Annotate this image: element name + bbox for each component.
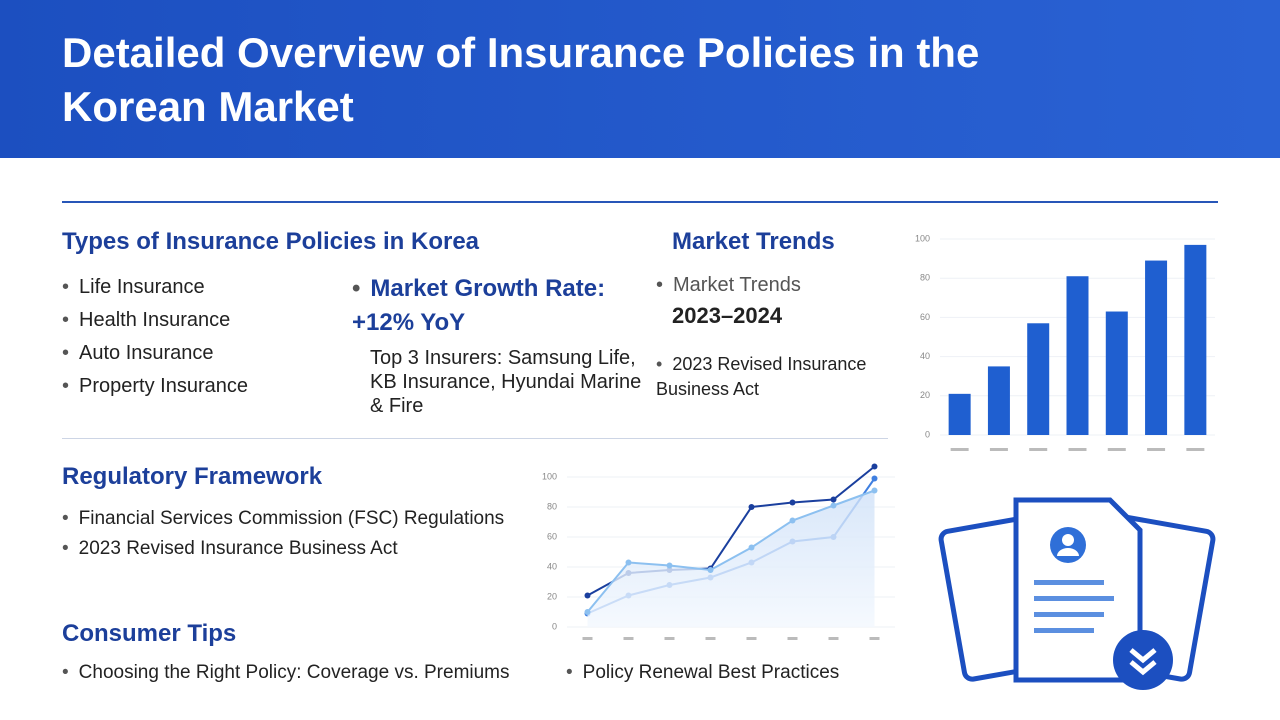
x-tick-placeholder [828, 637, 839, 640]
section-heading: Market Trends [672, 228, 835, 255]
y-tick-label: 40 [547, 561, 557, 571]
y-tick-label: 100 [542, 471, 557, 481]
point [830, 502, 837, 509]
bar [948, 393, 971, 435]
point [748, 544, 755, 551]
x-tick-placeholder [623, 637, 634, 640]
bar [1027, 323, 1050, 435]
list-item: Policy Renewal Best Practices [566, 662, 840, 684]
x-tick-placeholder [1186, 448, 1205, 451]
y-tick-label: 0 [552, 621, 557, 631]
bar [1145, 260, 1168, 435]
list-item: Property Insurance [62, 375, 248, 398]
x-tick-placeholder [1107, 448, 1126, 451]
point [871, 487, 878, 494]
x-tick-placeholder [1029, 448, 1048, 451]
growth-headline: Market Growth Rate: +12% YoY [352, 272, 632, 340]
list-item: Life Insurance [62, 276, 205, 299]
point [871, 475, 878, 482]
list-item: Health Insurance [62, 309, 230, 332]
x-tick-placeholder [1068, 448, 1087, 451]
section-heading: Regulatory Framework [62, 463, 323, 490]
bar [987, 366, 1010, 435]
title: Detailed Overview of Insurance Policies … [62, 29, 980, 130]
x-tick-placeholder [787, 637, 798, 640]
bar [1066, 276, 1089, 435]
bar [1105, 311, 1128, 435]
y-tick-label: 100 [915, 233, 930, 243]
point [871, 463, 878, 470]
point [707, 567, 714, 573]
list-item: Financial Services Commission (FSC) Regu… [62, 508, 505, 530]
y-tick-label: 0 [925, 429, 930, 439]
point [584, 592, 591, 599]
point [830, 496, 837, 503]
list-item: Choosing the Right Policy: Coverage vs. … [62, 662, 510, 684]
x-tick-placeholder [664, 637, 675, 640]
list-item: 2023 Revised Insurance Business Act [62, 538, 398, 560]
list-item: 2023 Revised Insurance Business Act [656, 352, 896, 402]
point [625, 559, 632, 566]
divider [62, 201, 1218, 203]
y-tick-label: 60 [547, 531, 557, 541]
y-tick-label: 80 [547, 501, 557, 511]
list-item: Market Trends [656, 274, 801, 297]
y-tick-label: 60 [920, 312, 930, 322]
point [789, 499, 796, 506]
divider [62, 438, 888, 439]
bar [1184, 244, 1207, 435]
line [586, 489, 875, 613]
x-tick-placeholder [746, 637, 757, 640]
point [666, 562, 673, 569]
list-subtitle: 2023–2024 [672, 303, 783, 328]
y-tick-label: 20 [547, 591, 557, 601]
section-heading: Types of Insurance Policies in Korea [62, 228, 480, 255]
y-tick-label: 40 [920, 351, 930, 361]
x-tick-placeholder [869, 637, 880, 640]
y-tick-label: 80 [920, 273, 930, 283]
header: Detailed Overview of Insurance Policies … [0, 0, 1280, 158]
point [584, 609, 591, 615]
x-tick-placeholder [950, 448, 969, 451]
point [789, 517, 796, 524]
x-tick-placeholder [705, 637, 716, 640]
document-icon [938, 497, 1216, 690]
x-tick-placeholder [989, 448, 1008, 451]
y-tick-label: 20 [920, 390, 930, 400]
section-heading: Consumer Tips [62, 620, 237, 647]
point [748, 504, 755, 510]
list-item: Auto Insurance [62, 342, 214, 365]
growth-detail: Top 3 Insurers: Samsung Life, KB Insuran… [370, 347, 642, 417]
x-tick-placeholder [582, 637, 593, 640]
x-tick-placeholder [1147, 448, 1166, 451]
